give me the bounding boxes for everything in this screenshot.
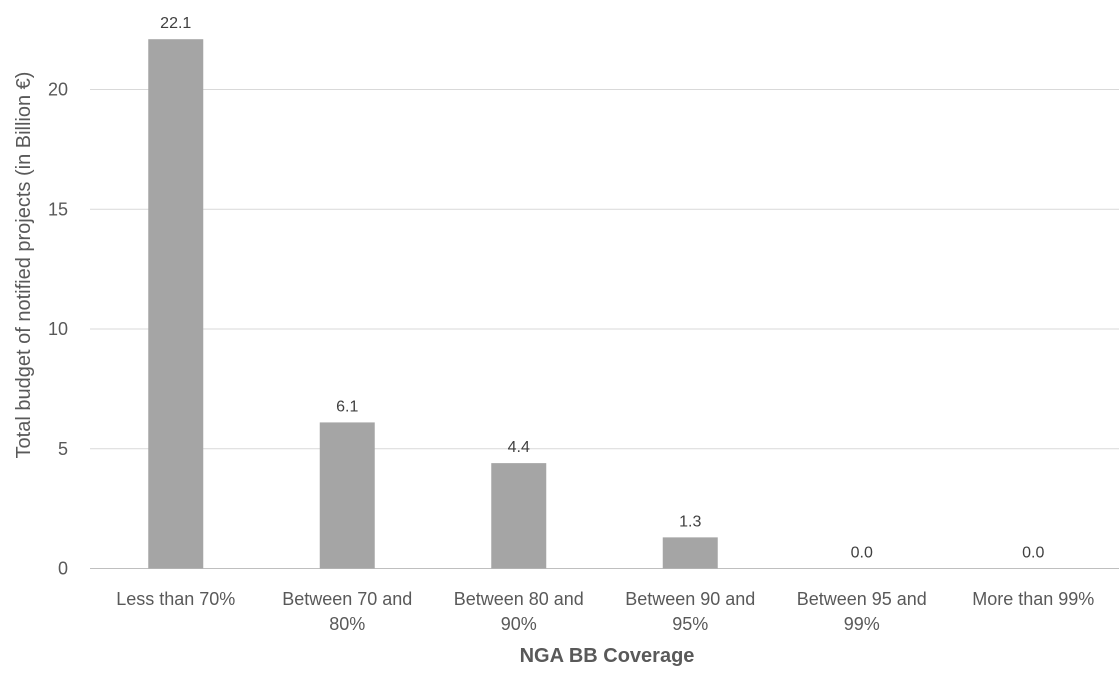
data-label: 4.4 bbox=[508, 439, 530, 456]
y-axis-title: Total budget of notified projects (in Bi… bbox=[13, 72, 35, 459]
y-tick-label: 5 bbox=[58, 439, 68, 459]
y-tick-label: 15 bbox=[48, 199, 68, 219]
y-tick-label: 0 bbox=[58, 559, 68, 579]
x-tick-label: Between 95 and 99% bbox=[797, 589, 927, 634]
y-tick-label: 10 bbox=[48, 319, 68, 339]
data-labels: 22.1 6.1 4.4 1.3 0.0 0.0 bbox=[160, 15, 1044, 561]
x-tick-label: More than 99% bbox=[972, 589, 1094, 609]
data-label: 0.0 bbox=[1022, 545, 1044, 562]
data-label: 22.1 bbox=[160, 15, 191, 32]
gridlines bbox=[90, 89, 1119, 569]
y-axis-ticks: 0 5 10 15 20 bbox=[48, 80, 68, 579]
bar bbox=[319, 422, 375, 569]
bar bbox=[491, 463, 547, 569]
x-axis-ticks: Less than 70% Between 70 and 80% Between 80… bbox=[116, 589, 1094, 634]
data-label: 6.1 bbox=[336, 398, 358, 415]
data-label: 0.0 bbox=[851, 545, 873, 562]
bar bbox=[662, 537, 718, 569]
data-label: 1.3 bbox=[679, 513, 701, 530]
x-tick-label: Between 70 and 80% bbox=[282, 589, 412, 634]
bars bbox=[148, 39, 718, 569]
y-tick-label: 20 bbox=[48, 80, 68, 100]
x-axis-title: NGA BB Coverage bbox=[520, 645, 695, 667]
bar bbox=[148, 39, 204, 569]
x-tick-label: Between 80 and 90% bbox=[454, 589, 584, 634]
x-tick-label: Between 90 and 95% bbox=[625, 589, 755, 634]
x-tick-label: Less than 70% bbox=[116, 589, 235, 609]
